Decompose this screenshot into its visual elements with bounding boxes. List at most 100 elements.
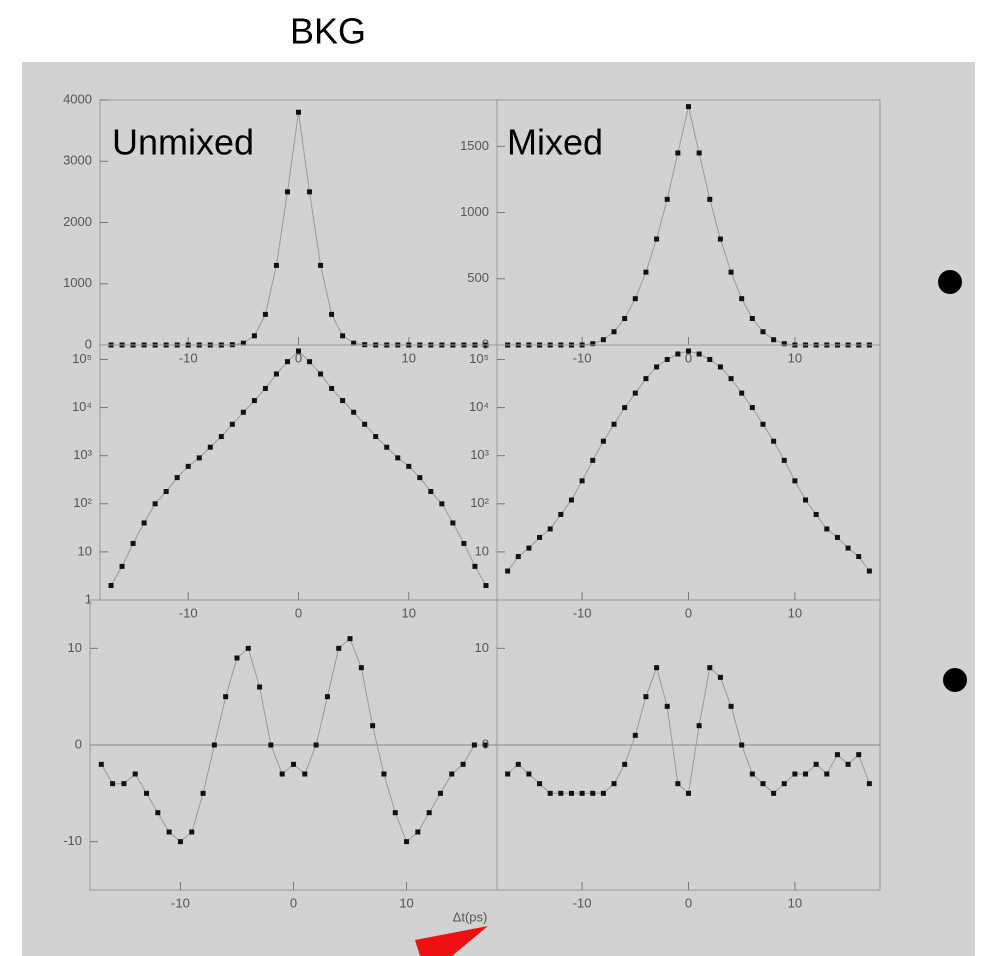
data-point: [845, 761, 851, 767]
data-point: [643, 694, 649, 700]
data-point: [324, 694, 330, 700]
data-point: [515, 554, 521, 560]
data-point: [119, 563, 125, 569]
data-point: [675, 781, 681, 787]
x-tick-label: 0: [295, 605, 302, 620]
y-tick-label: 10: [475, 640, 489, 655]
panel-title: Unmixed: [112, 122, 254, 163]
data-point: [749, 405, 755, 411]
data-point: [347, 636, 353, 642]
data-point: [856, 752, 862, 758]
data-point: [152, 501, 158, 507]
data-point: [834, 534, 840, 540]
data-point: [437, 790, 443, 796]
data-point: [155, 810, 161, 816]
data-point: [318, 371, 324, 377]
data-point: [568, 790, 574, 796]
y-tick-label: 10³: [470, 447, 489, 462]
data-point: [284, 359, 290, 365]
x-tick-label: -10: [573, 605, 592, 620]
data-point: [245, 645, 251, 651]
data-point: [121, 781, 127, 787]
data-point: [392, 810, 398, 816]
data-point: [558, 790, 564, 796]
data-point: [771, 438, 777, 444]
data-point: [547, 526, 553, 532]
data-point: [460, 761, 466, 767]
data-point: [632, 296, 638, 302]
data-point: [845, 545, 851, 551]
data-point: [110, 781, 116, 787]
data-point: [200, 790, 206, 796]
data-point: [234, 655, 240, 661]
data-point: [417, 475, 423, 481]
data-point: [760, 329, 766, 335]
data-point: [590, 457, 596, 463]
y-tick-label: 10⁵: [469, 351, 489, 366]
x-tick-label: 10: [788, 895, 802, 910]
data-point: [611, 329, 617, 335]
data-point: [537, 534, 543, 540]
x-tick-label: -10: [179, 605, 198, 620]
x-tick-label: 10: [788, 350, 802, 365]
data-point: [813, 761, 819, 767]
y-tick-label: 0: [85, 336, 92, 351]
data-point: [781, 341, 787, 347]
data-point: [284, 189, 290, 195]
data-point: [381, 771, 387, 777]
data-point: [749, 771, 755, 777]
pointer-arrow: [415, 926, 488, 956]
data-point: [547, 790, 553, 796]
data-point: [302, 771, 308, 777]
data-point: [211, 742, 217, 748]
y-tick-label: 1500: [460, 138, 489, 153]
data-point: [240, 409, 246, 415]
y-tick-label: 10: [78, 543, 92, 558]
y-tick-label: 10: [68, 640, 82, 655]
x-tick-label: -10: [171, 895, 190, 910]
x-tick-label: 10: [402, 605, 416, 620]
y-tick-label: 1000: [460, 204, 489, 219]
y-tick-label: 10³: [73, 447, 92, 462]
y-tick-label: -10: [63, 833, 82, 848]
data-point: [664, 196, 670, 202]
data-point: [373, 434, 379, 440]
data-point: [273, 371, 279, 377]
data-point: [728, 703, 734, 709]
data-point: [218, 434, 224, 440]
punch-hole: [943, 668, 967, 692]
data-point: [707, 196, 713, 202]
punch-hole: [938, 270, 962, 294]
data-point: [336, 645, 342, 651]
data-point: [471, 742, 477, 748]
data-point: [579, 478, 585, 484]
data-point: [537, 781, 543, 787]
data-point: [632, 390, 638, 396]
data-point: [611, 781, 617, 787]
data-point: [505, 771, 511, 777]
data-point: [461, 540, 467, 546]
data-point: [696, 150, 702, 156]
data-point: [675, 150, 681, 156]
data-point: [654, 364, 660, 370]
data-point: [318, 262, 324, 268]
data-point: [739, 296, 745, 302]
y-tick-label: 10²: [73, 495, 92, 510]
data-point: [611, 421, 617, 427]
data-point: [526, 545, 532, 551]
data-point: [163, 489, 169, 495]
data-point: [229, 421, 235, 427]
data-point: [307, 189, 313, 195]
data-point: [675, 351, 681, 357]
data-point: [781, 781, 787, 787]
data-point: [803, 497, 809, 503]
data-point: [707, 356, 713, 362]
data-point: [262, 311, 268, 317]
x-tick-label: 0: [685, 350, 692, 365]
x-tick-label: 10: [402, 350, 416, 365]
data-point: [590, 790, 596, 796]
data-point: [406, 463, 412, 469]
data-point: [144, 790, 150, 796]
data-point: [207, 444, 213, 450]
